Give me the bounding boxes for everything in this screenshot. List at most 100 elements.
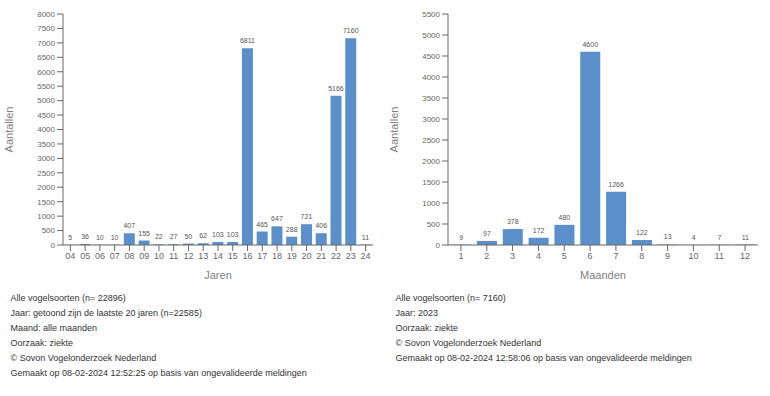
svg-text:500: 500 [41,226,55,235]
svg-text:406: 406 [315,222,327,229]
svg-text:22: 22 [154,233,162,240]
svg-text:11: 11 [741,234,748,241]
svg-text:11: 11 [169,251,178,261]
svg-text:1500: 1500 [422,178,440,187]
svg-text:4: 4 [691,234,695,241]
svg-text:97: 97 [483,230,491,237]
svg-text:6811: 6811 [239,37,254,44]
svg-text:7: 7 [613,251,618,261]
svg-text:Maanden: Maanden [580,269,626,281]
svg-text:8: 8 [639,251,644,261]
svg-text:1000: 1000 [37,212,55,221]
svg-text:19: 19 [286,251,296,261]
svg-text:10: 10 [153,251,163,261]
svg-text:480: 480 [558,214,570,221]
svg-text:5000: 5000 [422,31,440,40]
svg-text:3000: 3000 [37,154,55,163]
svg-text:Aantallen: Aantallen [8,107,14,153]
svg-text:378: 378 [506,218,518,225]
svg-text:11: 11 [714,251,723,261]
svg-text:21: 21 [316,251,326,261]
svg-text:2500: 2500 [422,136,440,145]
svg-text:0: 0 [50,241,55,250]
svg-text:4500: 4500 [37,111,55,120]
svg-text:16: 16 [242,251,252,261]
svg-text:172: 172 [532,227,544,234]
svg-text:5500: 5500 [422,10,440,19]
html-text:Alle vogelsoorten (n= 22896): Alle vogelsoorten (n= 22896) [10,293,126,303]
svg-text:12: 12 [183,251,193,261]
svg-text:465: 465 [256,221,268,228]
svg-text:122: 122 [636,229,648,236]
svg-text:62: 62 [199,232,207,239]
svg-text:27: 27 [169,233,177,240]
svg-text:13: 13 [198,251,208,261]
svg-text:5000: 5000 [37,96,55,105]
svg-text:6: 6 [587,251,592,261]
svg-text:09: 09 [139,251,149,261]
svg-text:24: 24 [360,251,370,261]
svg-text:155: 155 [138,230,150,237]
svg-text:9: 9 [459,234,463,241]
svg-text:23: 23 [345,251,355,261]
svg-text:2: 2 [484,251,489,261]
svg-text:07: 07 [109,251,119,261]
svg-text:288: 288 [285,226,297,233]
svg-text:3500: 3500 [422,94,440,103]
svg-text:3500: 3500 [37,140,55,149]
svg-text:05: 05 [80,251,90,261]
svg-text:3: 3 [510,251,515,261]
svg-text:647: 647 [271,215,283,222]
svg-text:7160: 7160 [342,27,358,34]
svg-text:6500: 6500 [37,53,55,62]
svg-text:06: 06 [94,251,104,261]
svg-text:1: 1 [458,251,463,261]
svg-text:17: 17 [257,251,267,261]
svg-text:04: 04 [65,251,75,261]
svg-text:8000: 8000 [37,10,55,19]
svg-text:11: 11 [361,234,368,241]
svg-text:08: 08 [124,251,134,261]
svg-text:103: 103 [212,231,224,238]
svg-text:4600: 4600 [582,41,598,48]
svg-text:2000: 2000 [37,183,55,192]
svg-text:15: 15 [227,251,237,261]
svg-text:20: 20 [301,251,311,261]
svg-text:5: 5 [68,234,72,241]
svg-text:10: 10 [110,234,118,241]
svg-text:7000: 7000 [37,39,55,48]
svg-text:1000: 1000 [422,199,440,208]
svg-text:9: 9 [665,251,670,261]
svg-text:Jaren: Jaren [204,269,232,281]
svg-text:22: 22 [331,251,341,261]
svg-text:5500: 5500 [37,82,55,91]
svg-text:4: 4 [535,251,540,261]
svg-text:50: 50 [184,233,192,240]
svg-text:2000: 2000 [422,157,440,166]
svg-text:407: 407 [123,222,135,229]
svg-text:36: 36 [81,233,89,240]
svg-text:Aantallen: Aantallen [388,107,400,153]
svg-text:7: 7 [717,234,721,241]
svg-text:3000: 3000 [422,115,440,124]
svg-text:500: 500 [426,220,440,229]
svg-text:4500: 4500 [422,52,440,61]
svg-text:10: 10 [95,234,103,241]
svg-text:6000: 6000 [37,68,55,77]
svg-text:721: 721 [300,213,312,220]
svg-text:103: 103 [226,231,238,238]
svg-text:0: 0 [435,241,440,250]
svg-text:5: 5 [561,251,566,261]
svg-text:18: 18 [272,251,282,261]
svg-text:12: 12 [740,251,750,261]
svg-text:4000: 4000 [422,73,440,82]
svg-text:14: 14 [212,251,222,261]
svg-text:7500: 7500 [37,24,55,33]
svg-text:2500: 2500 [37,169,55,178]
svg-text:4000: 4000 [37,125,55,134]
svg-text:10: 10 [688,251,698,261]
svg-text:1266: 1266 [608,181,624,188]
svg-text:5166: 5166 [328,85,344,92]
svg-text:1500: 1500 [37,198,55,207]
svg-text:13: 13 [663,233,671,240]
